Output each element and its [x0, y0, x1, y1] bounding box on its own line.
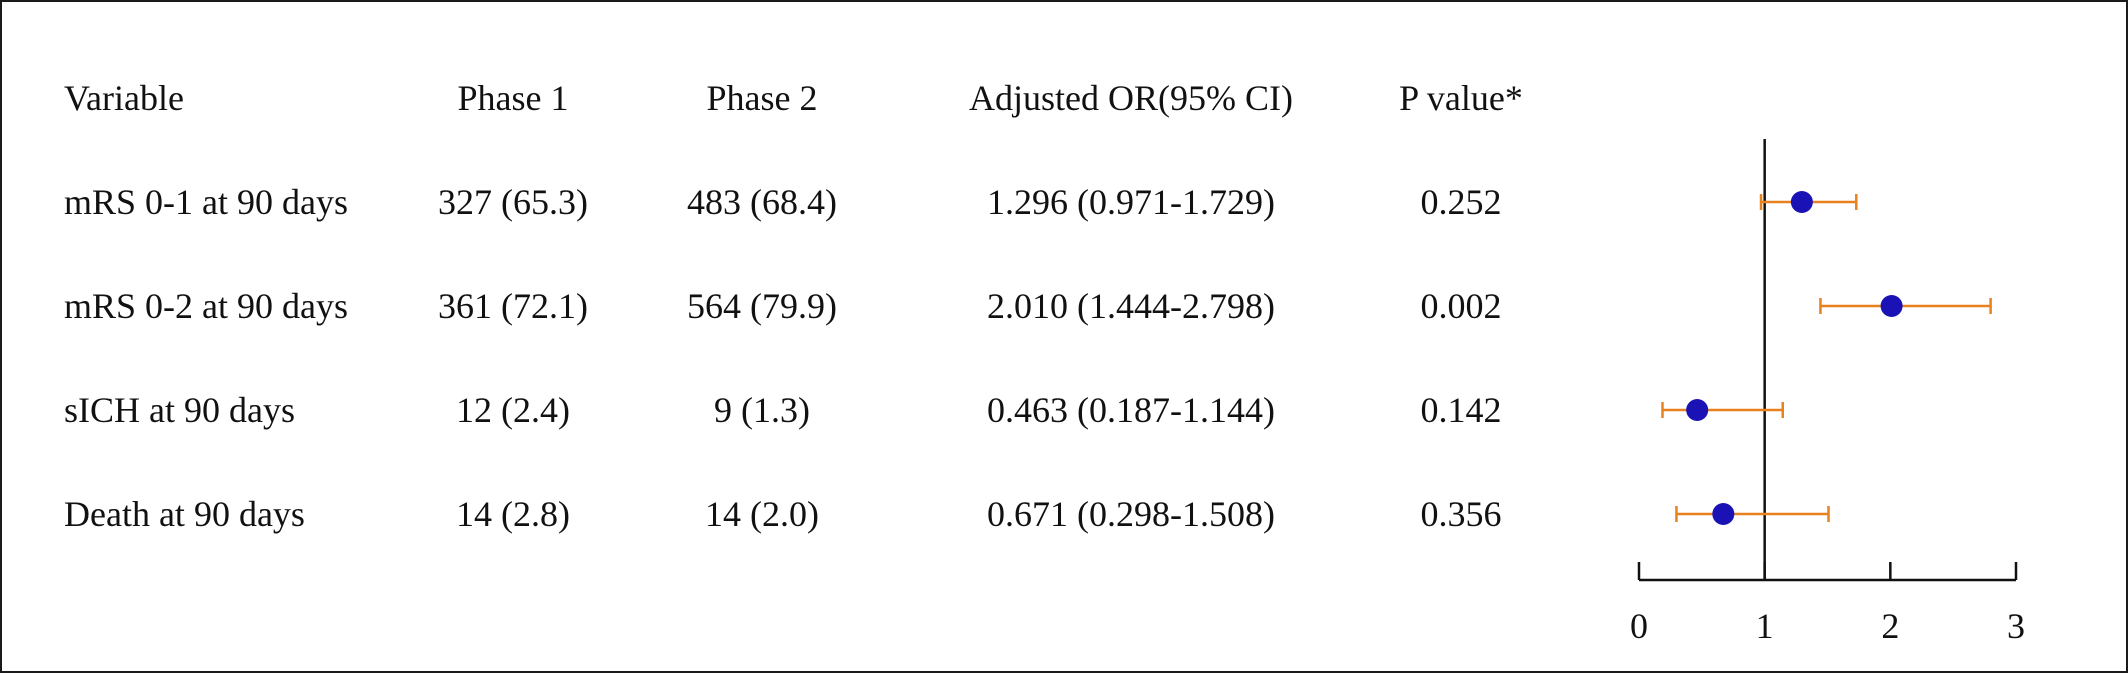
row-phase-1: 327 (65.3)	[438, 182, 588, 222]
row-phase-2: 14 (2.0)	[705, 494, 819, 534]
header-adjusted-or: Adjusted OR(95% CI)	[969, 78, 1293, 118]
row-variable: Death at 90 days	[64, 494, 305, 534]
odds-ratio-point	[1686, 399, 1709, 421]
x-tick-label: 0	[1630, 606, 1648, 646]
row-phase-2: 483 (68.4)	[687, 182, 837, 222]
row-or-ci: 0.671 (0.298-1.508)	[987, 494, 1275, 534]
odds-ratio-point	[1880, 295, 1903, 317]
odds-ratio-point	[1790, 191, 1813, 213]
header-p-value: P value*	[1399, 78, 1523, 118]
row-phase-1: 14 (2.8)	[456, 494, 570, 534]
row-phase-1: 12 (2.4)	[456, 390, 570, 430]
x-tick-label: 2	[1881, 606, 1899, 646]
header-phase-1: Phase 1	[457, 78, 569, 118]
row-p-value: 0.142	[1420, 390, 1502, 430]
row-p-value: 0.252	[1420, 182, 1502, 222]
odds-ratio-point	[1712, 503, 1735, 525]
header-variable: Variable	[64, 78, 184, 118]
row-p-value: 0.002	[1420, 286, 1502, 326]
header-phase-2: Phase 2	[706, 78, 818, 118]
row-phase-1: 361 (72.1)	[438, 286, 588, 326]
x-tick-label: 1	[1756, 606, 1774, 646]
row-variable: sICH at 90 days	[64, 390, 295, 430]
row-p-value: 0.356	[1420, 494, 1502, 534]
row-variable: mRS 0-1 at 90 days	[64, 182, 348, 222]
row-or-ci: 1.296 (0.971-1.729)	[987, 182, 1275, 222]
row-or-ci: 0.463 (0.187-1.144)	[987, 390, 1275, 430]
x-tick-label: 3	[2007, 606, 2025, 646]
row-phase-2: 564 (79.9)	[687, 286, 837, 326]
row-phase-2: 9 (1.3)	[714, 390, 810, 430]
row-or-ci: 2.010 (1.444-2.798)	[987, 286, 1275, 326]
row-variable: mRS 0-2 at 90 days	[64, 286, 348, 326]
